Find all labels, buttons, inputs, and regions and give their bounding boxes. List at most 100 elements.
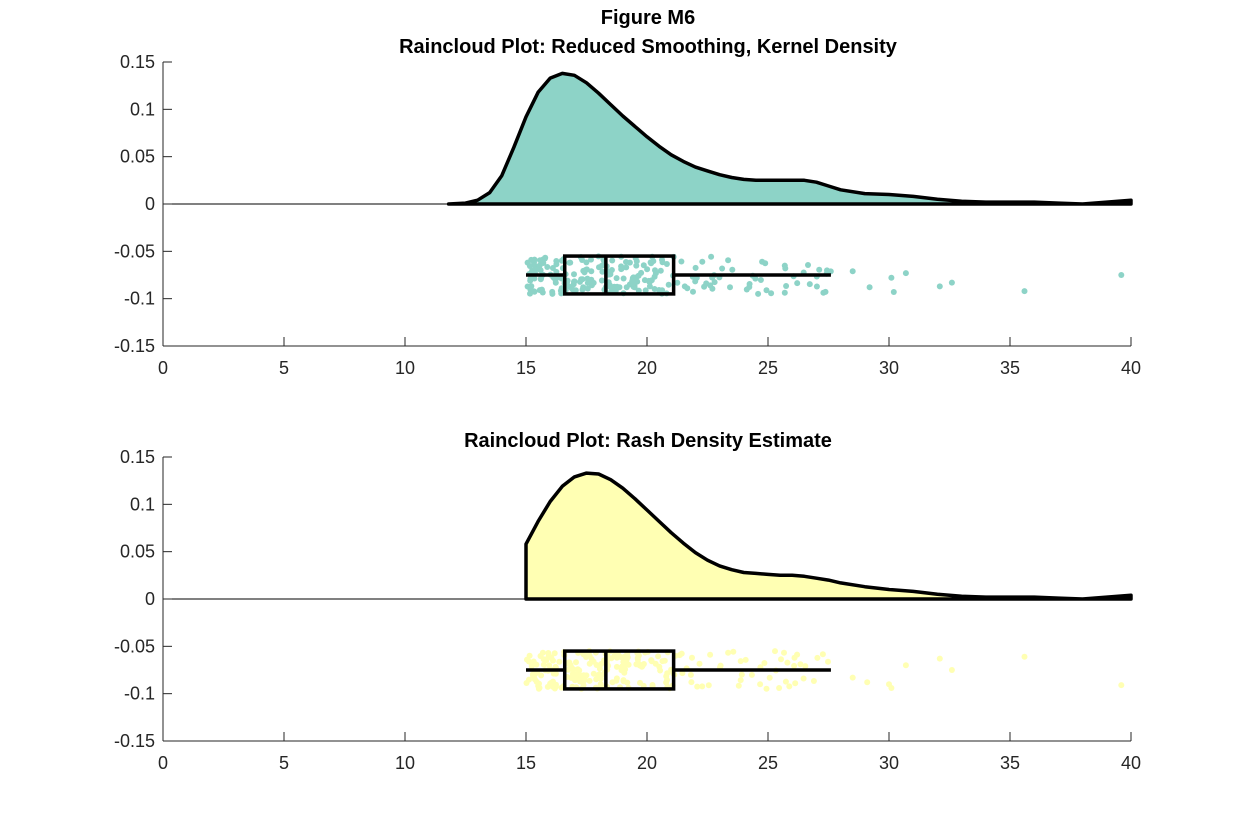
rain-point: [730, 648, 737, 655]
x-tick-label: 5: [279, 753, 289, 773]
rain-point: [664, 677, 670, 683]
y-tick-label: -0.05: [114, 636, 155, 656]
rain-point: [598, 277, 605, 284]
rain-point: [696, 660, 703, 667]
rain-point: [948, 279, 955, 286]
rain-point: [810, 678, 817, 684]
rain-point: [540, 661, 547, 668]
rain-point: [902, 270, 909, 277]
rain-point: [633, 262, 640, 269]
rain-point: [805, 262, 811, 268]
rain-point: [864, 679, 871, 686]
rain-point: [936, 655, 943, 662]
rain-point: [556, 658, 563, 665]
rain-point: [608, 283, 614, 290]
rain-point: [609, 257, 616, 264]
rain-point: [763, 685, 770, 692]
rain-point: [888, 685, 895, 691]
x-tick-label: 40: [1121, 358, 1141, 378]
rain-point: [748, 671, 755, 678]
rain-point: [783, 283, 790, 289]
rain-point: [705, 682, 712, 689]
x-tick-label: 35: [1000, 358, 1020, 378]
rain-point: [636, 662, 643, 669]
rain-point: [849, 674, 856, 681]
y-tick-label: -0.1: [124, 289, 155, 309]
rain-point: [642, 287, 649, 294]
rain-point: [571, 278, 577, 285]
raincloud-panel-rash: Raincloud Plot: Rash Density Estimate -0…: [114, 430, 1141, 773]
x-tick-label: 10: [395, 358, 415, 378]
rain-point: [550, 670, 557, 677]
panel-title: Raincloud Plot: Reduced Smoothing, Kerne…: [399, 36, 898, 58]
rain-point: [707, 282, 714, 289]
rain-point: [546, 662, 553, 669]
rain-point: [1118, 682, 1125, 689]
y-tick-label: -0.15: [114, 731, 155, 751]
x-tick-label: 15: [516, 753, 536, 773]
rain-point: [613, 654, 620, 661]
rain-point: [727, 284, 733, 291]
rain-point: [752, 275, 759, 282]
box-iqr: [562, 649, 676, 691]
rain-point: [678, 258, 685, 265]
rain-point: [549, 288, 556, 295]
rain-point: [620, 678, 627, 685]
rain-point: [524, 259, 531, 266]
x-tick-label: 15: [516, 358, 536, 378]
rain-point: [553, 261, 560, 268]
rain-point: [577, 278, 583, 285]
y-tick-label: -0.05: [114, 241, 155, 261]
rain-point: [794, 651, 801, 658]
rain-point: [583, 652, 590, 659]
rain-point: [717, 662, 724, 669]
rain-point: [525, 658, 532, 665]
rain-point: [528, 663, 535, 670]
rain-point: [543, 657, 550, 664]
rain-point: [613, 663, 620, 670]
rain-point: [584, 285, 591, 292]
rain-point: [757, 681, 764, 688]
rain-point: [729, 266, 736, 273]
rain-point: [763, 287, 770, 294]
y-tick-label: 0.05: [120, 147, 155, 167]
rain-point: [588, 256, 594, 263]
rain-point: [791, 662, 798, 669]
rain-point: [526, 676, 532, 683]
rain-point: [663, 261, 670, 267]
x-tick-label: 0: [158, 358, 168, 378]
rain-point: [536, 684, 543, 691]
rain-point: [538, 672, 545, 679]
rain-point: [781, 289, 788, 296]
y-tick-label: 0.1: [130, 494, 155, 514]
rain-point: [778, 656, 784, 663]
density-cloud: [446, 71, 1133, 206]
y-tick-label: -0.15: [114, 336, 155, 356]
rain-point: [551, 650, 558, 657]
rain-point: [797, 661, 804, 668]
rain-point: [746, 284, 753, 290]
rain-point: [609, 679, 616, 686]
rain-point: [782, 265, 789, 272]
rain-point: [761, 660, 768, 666]
rain-point: [890, 289, 897, 295]
y-tick-label: 0.05: [120, 542, 155, 562]
y-tick-label: 0.15: [120, 52, 155, 72]
rain-point: [552, 279, 559, 286]
rain-point: [737, 658, 744, 665]
rain-point: [784, 659, 791, 666]
rain-point: [678, 650, 685, 657]
rain-point: [794, 280, 801, 287]
rain-point: [590, 279, 597, 286]
rain-point: [948, 667, 955, 673]
y-tick-label: 0: [145, 589, 155, 609]
rain-point: [766, 674, 773, 681]
x-tick-label: 20: [637, 753, 657, 773]
rain-point: [623, 259, 629, 265]
rain-point: [529, 671, 536, 678]
x-tick-label: 35: [1000, 753, 1020, 773]
rain-point: [825, 658, 831, 665]
rain-point: [580, 682, 587, 689]
rain-point: [806, 281, 813, 288]
